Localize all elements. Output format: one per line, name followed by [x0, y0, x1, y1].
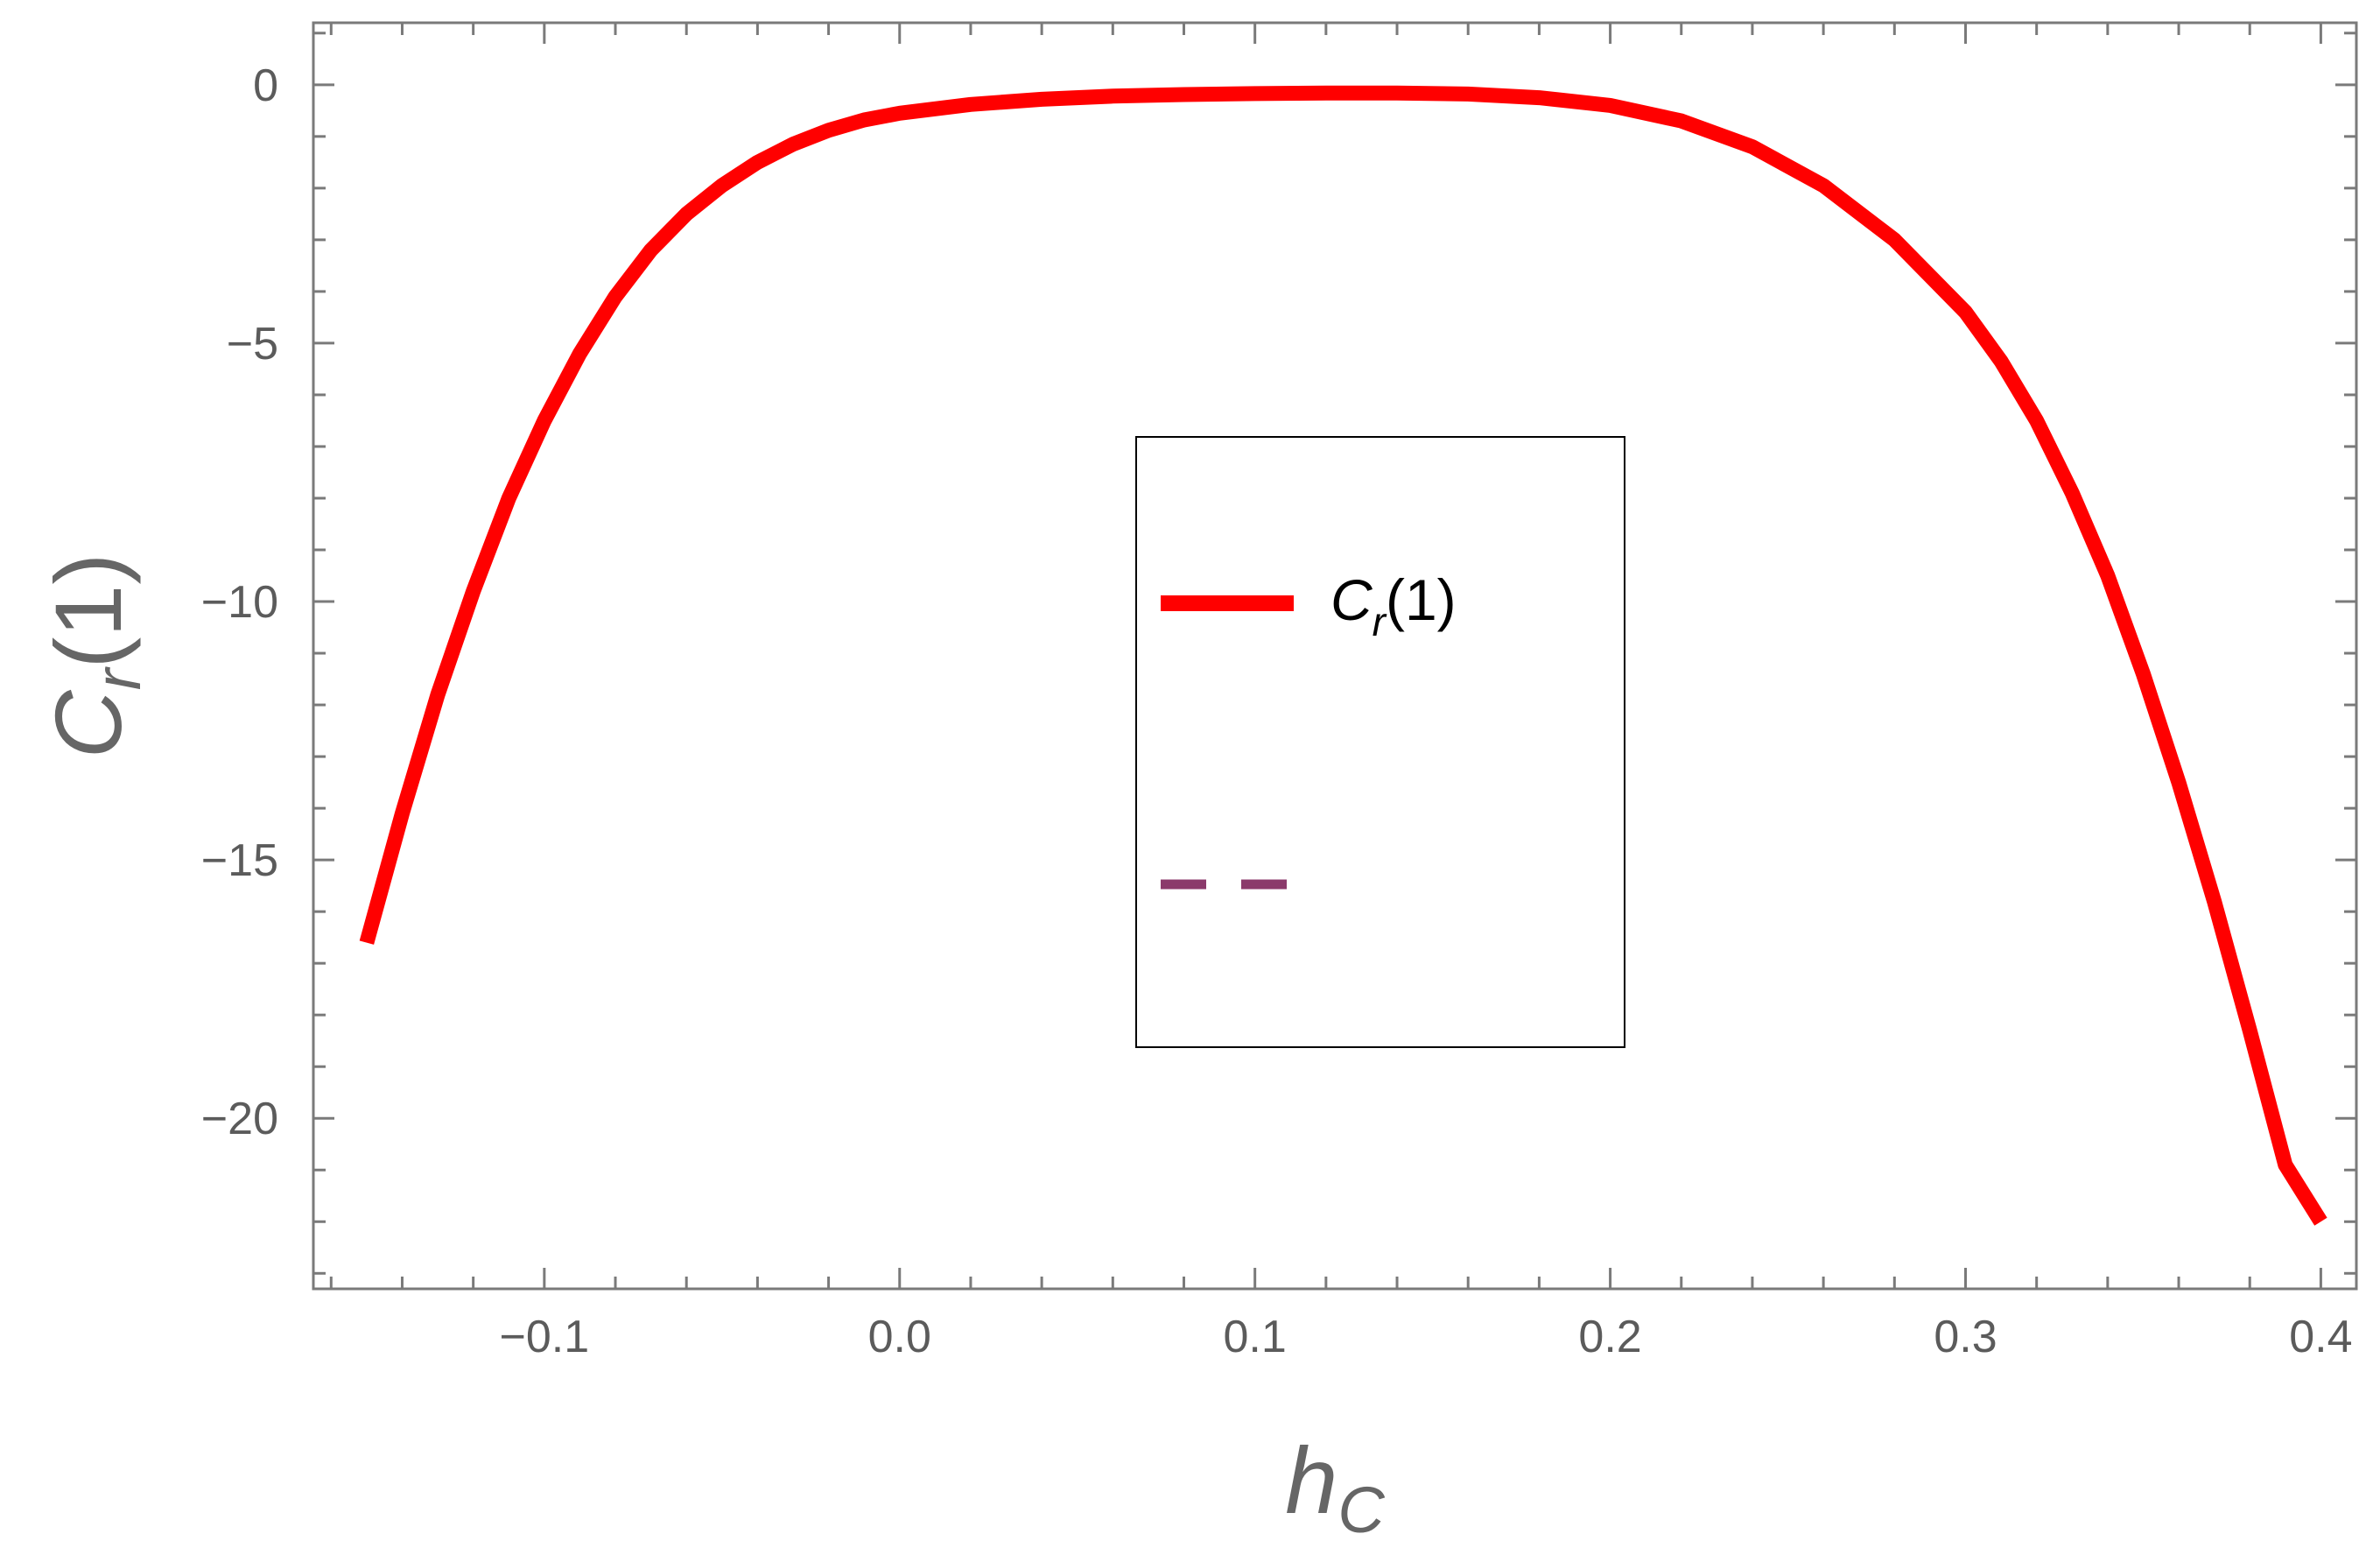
x-axis-title-sub: C — [1337, 1474, 1385, 1541]
x-tick-label: 0.4 — [2289, 1312, 2352, 1362]
legend: Cr(1) — [1135, 436, 1625, 1048]
legend-label-cr1: Cr(1) — [1330, 567, 1457, 644]
y-tick-label: −15 — [201, 835, 278, 886]
x-tick-label: −0.1 — [500, 1312, 590, 1362]
y-tick-label: −5 — [227, 319, 278, 369]
axis-ticks — [313, 23, 2356, 1289]
x-axis-title: hC — [1285, 1427, 1385, 1541]
x-tick-label: 0.3 — [1934, 1312, 1997, 1362]
y-axis-title-suffix: (1) — [35, 553, 141, 669]
legend-box — [1135, 436, 1625, 1048]
x-tick-label: 0.0 — [868, 1312, 931, 1362]
x-tick-label: 0.2 — [1578, 1312, 1641, 1362]
legend-label-cr1-suffix: (1) — [1386, 567, 1457, 632]
y-tick-label: −10 — [201, 577, 278, 628]
legend-label-cr1-sub: r — [1373, 599, 1387, 644]
y-axis-title-base: C — [35, 689, 141, 758]
y-axis-title-sub: r — [81, 665, 154, 690]
series-layer — [359, 85, 2327, 1226]
plot-frame — [312, 21, 2358, 1291]
series-line-cr1 — [359, 85, 2327, 1226]
y-tick-label: −20 — [201, 1094, 278, 1144]
y-axis-title: Cr(1) — [35, 553, 154, 759]
y-tick-label: 0 — [253, 60, 278, 111]
axis-tick-labels: −0.1 0.0 0.1 0.2 0.3 0.4 0 −5 −10 −15 −20 — [201, 60, 2353, 1362]
x-axis-title-base: h — [1285, 1427, 1337, 1533]
legend-label-cr1-base: C — [1330, 567, 1373, 632]
x-tick-label: 0.1 — [1224, 1312, 1287, 1362]
